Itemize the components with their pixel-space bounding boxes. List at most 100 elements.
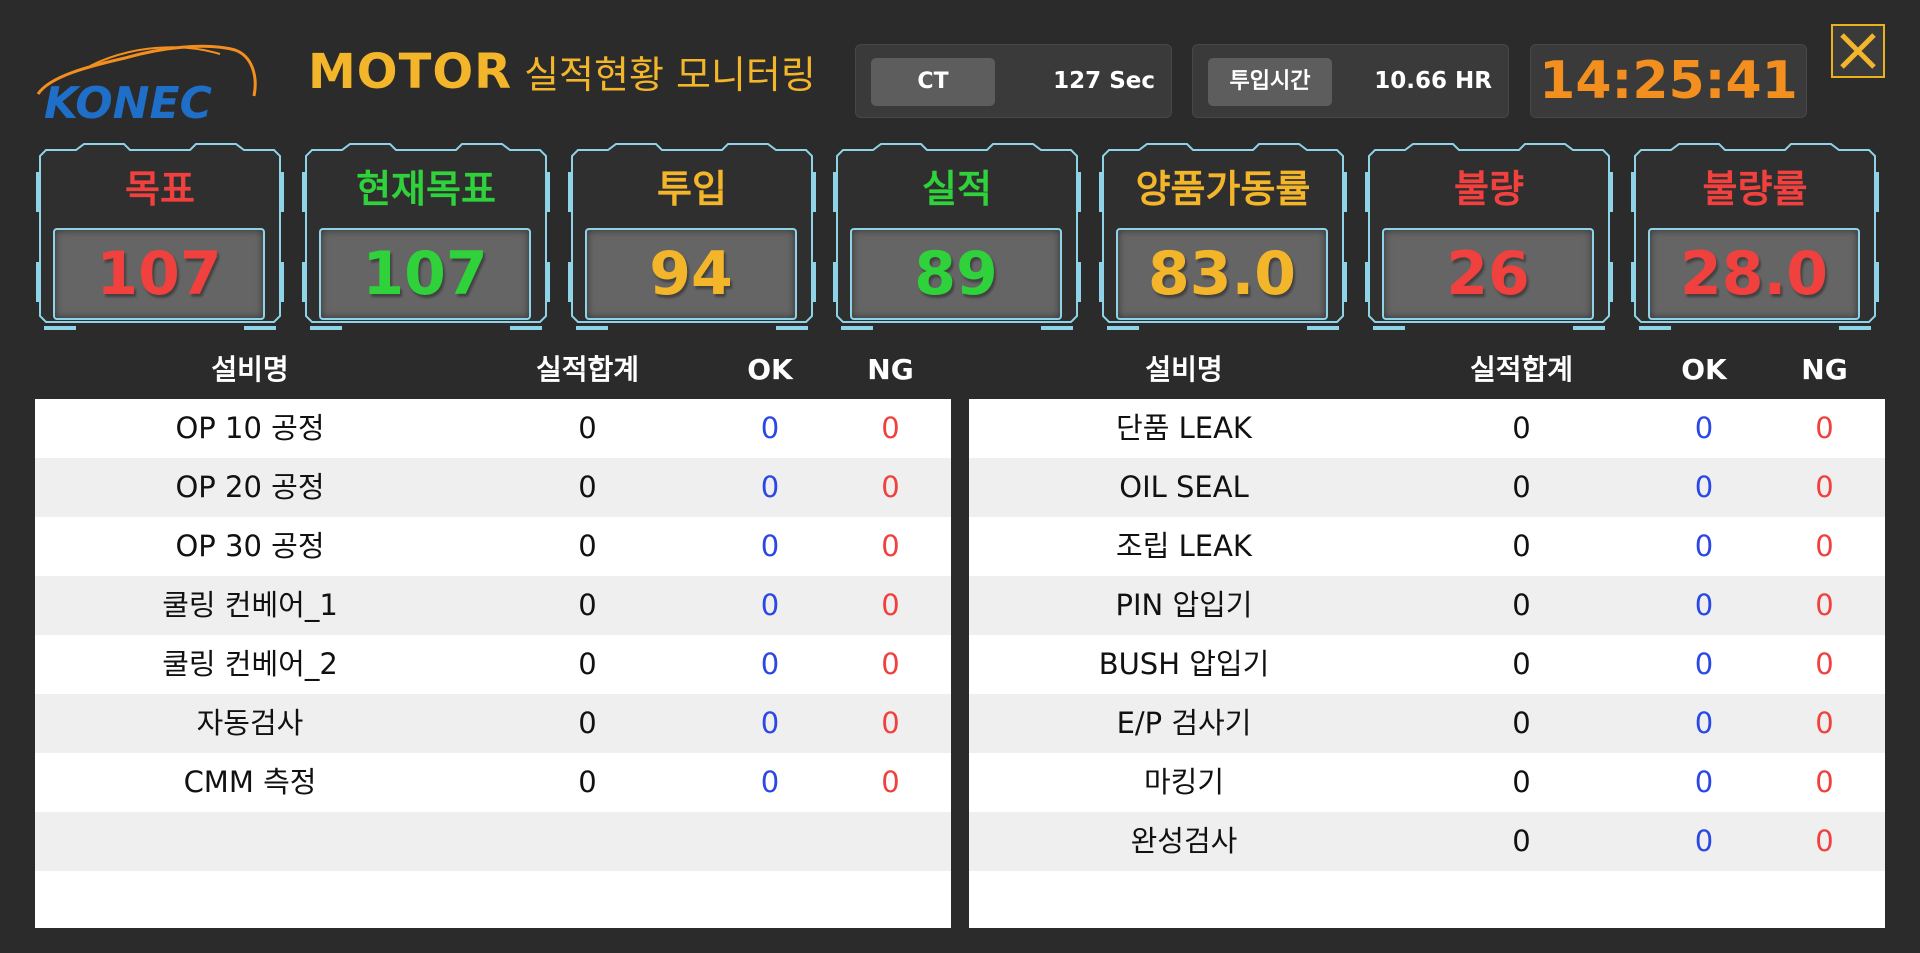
total-count: 0 (578, 647, 597, 681)
ng-count: 0 (1815, 470, 1834, 504)
ok-count: 0 (760, 588, 780, 622)
header-total: 실적합계 (1469, 353, 1574, 386)
table-row: 마킹기 0 0 0 (969, 753, 1885, 812)
table-row: E/P 검사기 0 0 0 (969, 694, 1885, 753)
table-header: 설비명 실적합계 OK NG (35, 340, 951, 399)
konec-logo: KONEC (30, 36, 260, 129)
equipment-name: BUSH 압입기 (1098, 647, 1270, 681)
total-count: 0 (1512, 765, 1531, 799)
page-title: MOTOR 실적현황 모니터링 (308, 44, 816, 100)
ok-count: 0 (1694, 706, 1714, 740)
kpi-value: 28.0 (1679, 239, 1829, 309)
equipment-name: OIL SEAL (1119, 470, 1249, 504)
table-row: OP 20 공정 0 0 0 (35, 458, 951, 517)
equipment-name: 쿨링 컨베어_2 (162, 647, 338, 681)
total-count: 0 (1512, 411, 1531, 445)
kpi-card-good-rate: 양품가동률 83.0 (1099, 142, 1347, 330)
table-row: OP 30 공정 0 0 0 (35, 517, 951, 576)
header-ng: NG (1801, 353, 1848, 386)
ct-value: 127 Sec (1053, 68, 1155, 94)
title-sub: 실적현황 모니터링 (524, 53, 816, 97)
equipment-name: 완성검사 (1130, 824, 1238, 858)
equipment-name: 쿨링 컨베어_1 (162, 588, 338, 622)
total-count: 0 (1512, 647, 1531, 681)
table-row: 쿨링 컨베어_2 0 0 0 (35, 635, 951, 694)
kpi-value: 83.0 (1147, 239, 1297, 309)
ng-count: 0 (881, 529, 900, 563)
kpi-label: 투입 (657, 167, 727, 211)
ok-count: 0 (1694, 765, 1714, 799)
header-equipment-name: 설비명 (1145, 353, 1223, 386)
ok-count: 0 (760, 706, 780, 740)
table-row: 완성검사 0 0 0 (969, 812, 1885, 871)
kpi-label: 불량률 (1702, 167, 1808, 211)
kpi-value: 89 (914, 239, 998, 309)
total-count: 0 (1512, 588, 1531, 622)
ng-count: 0 (1815, 529, 1834, 563)
kpi-value-box: 83.0 (1116, 228, 1328, 320)
ng-count: 0 (881, 411, 900, 445)
ng-count: 0 (1815, 588, 1834, 622)
kpi-card-current-target: 현재목표 107 (302, 142, 550, 330)
table-row (35, 871, 951, 930)
equipment-name: 단품 LEAK (1116, 411, 1252, 445)
ng-count: 0 (881, 588, 900, 622)
kpi-value-box: 107 (319, 228, 531, 320)
table-row: 조립 LEAK 0 0 0 (969, 517, 1885, 576)
input-time-label: 투입시간 (1208, 58, 1332, 106)
close-button[interactable] (1831, 24, 1885, 78)
ok-count: 0 (760, 470, 780, 504)
header-ok: OK (747, 353, 793, 386)
kpi-label: 불량 (1454, 167, 1524, 211)
kpi-value-box: 89 (850, 228, 1062, 320)
logo-text: KONEC (44, 78, 212, 126)
kpi-value: 94 (649, 239, 733, 309)
ok-count: 0 (760, 765, 780, 799)
ok-count: 0 (1694, 411, 1714, 445)
total-count: 0 (1512, 529, 1531, 563)
header-ng: NG (867, 353, 914, 386)
table-row: OIL SEAL 0 0 0 (969, 458, 1885, 517)
equipment-name: OP 30 공정 (175, 529, 325, 563)
kpi-card-defect: 불량 26 (1365, 142, 1613, 330)
total-count: 0 (578, 411, 597, 445)
ng-count: 0 (881, 470, 900, 504)
table-header: 설비명 실적합계 OK NG (969, 340, 1885, 399)
header-ok: OK (1681, 353, 1727, 386)
input-time-value: 10.66 HR (1374, 68, 1492, 94)
ng-count: 0 (1815, 647, 1834, 681)
table-row: 자동검사 0 0 0 (35, 694, 951, 753)
ng-count: 0 (1815, 706, 1834, 740)
total-count: 0 (578, 529, 597, 563)
equipment-table-right: 설비명 실적합계 OK NG 단품 LEAK 0 0 0 OIL SEAL 0 0 0 조립 L… (969, 340, 1885, 928)
equipment-table-left: 설비명 실적합계 OK NG OP 10 공정 0 0 0 OP 20 공정 0 0 0 OP … (35, 340, 951, 928)
ok-count: 0 (1694, 824, 1714, 858)
kpi-value-box: 28.0 (1648, 228, 1860, 320)
table-row: PIN 압입기 0 0 0 (969, 576, 1885, 635)
ng-count: 0 (881, 647, 900, 681)
ng-count: 0 (1815, 824, 1834, 858)
table-row (35, 812, 951, 871)
equipment-name: OP 10 공정 (175, 411, 325, 445)
ok-count: 0 (1694, 647, 1714, 681)
kpi-card-production: 실적 89 (833, 142, 1081, 330)
table-row: CMM 측정 0 0 0 (35, 753, 951, 812)
kpi-value: 107 (96, 239, 222, 309)
table-row: OP 10 공정 0 0 0 (35, 399, 951, 458)
total-count: 0 (578, 588, 597, 622)
title-main: MOTOR (308, 44, 513, 100)
total-count: 0 (578, 765, 597, 799)
close-icon (1840, 33, 1876, 69)
ng-count: 0 (1815, 765, 1834, 799)
kpi-label: 실적 (922, 167, 992, 211)
total-count: 0 (1512, 706, 1531, 740)
table-row: 단품 LEAK 0 0 0 (969, 399, 1885, 458)
ng-count: 0 (881, 765, 900, 799)
ok-count: 0 (1694, 529, 1714, 563)
header-equipment-name: 설비명 (211, 353, 289, 386)
ok-count: 0 (760, 529, 780, 563)
table-row: BUSH 압입기 0 0 0 (969, 635, 1885, 694)
total-count: 0 (578, 470, 597, 504)
kpi-label: 목표 (125, 167, 195, 211)
equipment-name: E/P 검사기 (1116, 706, 1252, 740)
